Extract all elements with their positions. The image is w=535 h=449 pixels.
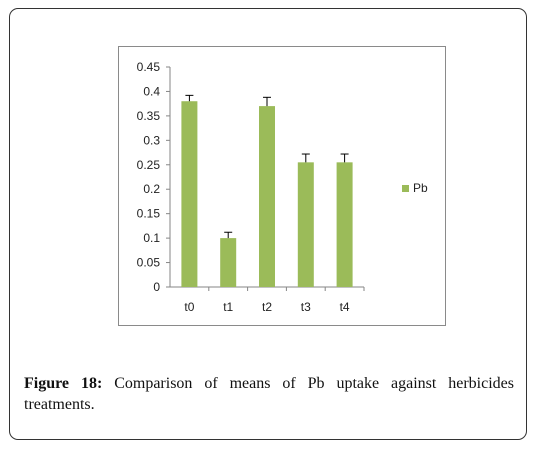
bar-t1 [220,238,237,287]
x-tick-label: t2 [262,300,272,314]
y-tick-label: 0.4 [143,84,160,98]
x-tick-label: t0 [184,300,194,314]
y-tick-label: 0.35 [137,109,161,123]
bars [181,101,353,287]
x-tick-label: t3 [301,300,311,314]
chart-area: 0 0.05 0.1 0.15 0.2 0.25 0.3 0.35 0.4 0.45 t0 t1 t2… [118,46,446,326]
bar-t3 [297,162,314,287]
y-tick-label: 0.1 [143,231,160,245]
y-tick-label: 0.05 [137,256,161,270]
y-tick-label: 0.25 [137,158,161,172]
y-tick-label: 0.45 [137,60,161,74]
caption-text: Comparison of means of Pb uptake against… [24,375,514,413]
caption-label: Figure 18: [24,375,103,392]
legend: Pb [402,181,428,195]
y-tick-label: 0.3 [143,133,160,147]
x-tick-label: t4 [340,300,350,314]
y-tick-label: 0.2 [143,182,160,196]
bar-t2 [259,106,275,287]
bar-t4 [336,162,353,287]
error-bars [185,94,349,239]
figure-caption: Figure 18: Comparison of means of Pb upt… [24,373,514,415]
y-tick-labels: 0 0.05 0.1 0.15 0.2 0.25 0.3 0.35 0.4 0.45 [137,60,161,294]
legend-swatch-pb [402,185,409,192]
bar-t0 [181,101,198,287]
bar-chart: 0 0.05 0.1 0.15 0.2 0.25 0.3 0.35 0.4 0.45 t0 t1 t2… [137,60,428,314]
y-tick-label: 0 [153,280,160,294]
legend-label-pb: Pb [413,181,428,195]
x-tick-label: t1 [223,300,233,314]
y-tick-label: 0.15 [137,207,161,221]
x-tick-labels: t0 t1 t2 t3 t4 [184,300,350,314]
